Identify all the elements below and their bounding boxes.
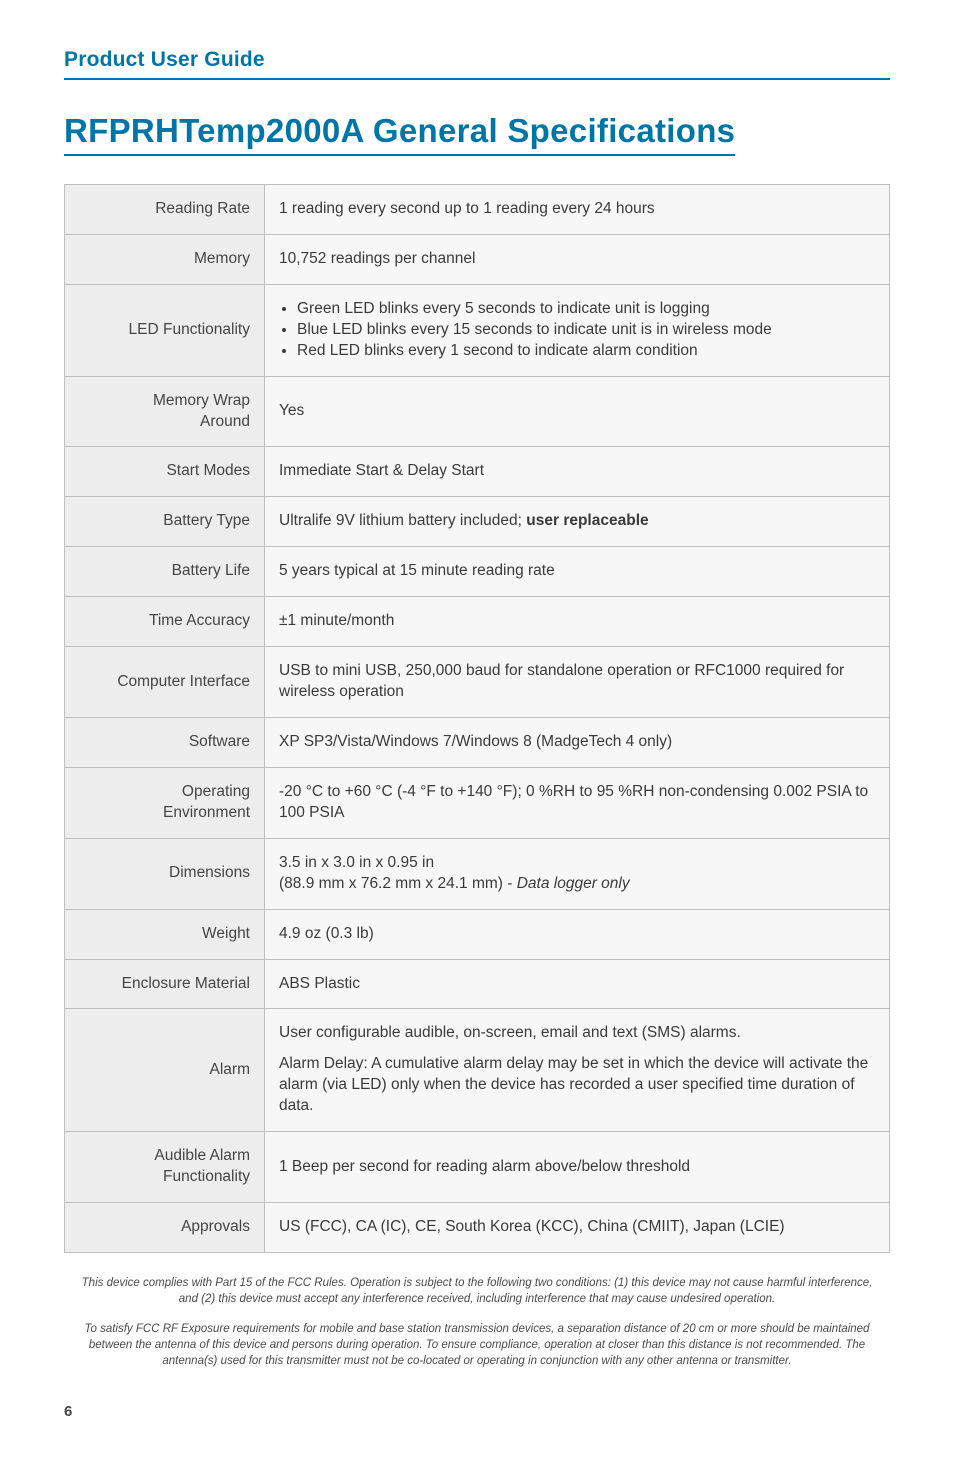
footnote-2: To satisfy FCC RF Exposure requirements … — [64, 1321, 890, 1369]
row-label: Software — [65, 717, 265, 767]
paragraph: Alarm Delay: A cumulative alarm delay ma… — [279, 1054, 877, 1117]
spec-table-body: Reading Rate1 reading every second up to… — [65, 185, 890, 1253]
row-label: Computer Interface — [65, 647, 265, 718]
row-value: US (FCC), CA (IC), CE, South Korea (KCC)… — [265, 1202, 890, 1252]
paragraph: User configurable audible, on-screen, em… — [279, 1023, 877, 1044]
table-row: Battery TypeUltralife 9V lithium battery… — [65, 497, 890, 547]
page-number: 6 — [64, 1403, 890, 1420]
table-row: Computer InterfaceUSB to mini USB, 250,0… — [65, 647, 890, 718]
row-label: Dimensions — [65, 838, 265, 909]
row-value: XP SP3/Vista/Windows 7/Windows 8 (MadgeT… — [265, 717, 890, 767]
row-label: Enclosure Material — [65, 959, 265, 1009]
row-label: LED Functionality — [65, 284, 265, 376]
bullet-item: Red LED blinks every 1 second to indicat… — [297, 341, 877, 362]
page-container: Product User Guide RFPRHTemp2000A Genera… — [0, 0, 954, 1460]
table-row: SoftwareXP SP3/Vista/Windows 7/Windows 8… — [65, 717, 890, 767]
row-value: 3.5 in x 3.0 in x 0.95 in(88.9 mm x 76.2… — [265, 838, 890, 909]
table-row: LED Functionality Green LED blinks every … — [65, 284, 890, 376]
table-row: Battery Life5 years typical at 15 minute… — [65, 547, 890, 597]
row-label: Reading Rate — [65, 185, 265, 235]
table-row: Memory WrapAroundYes — [65, 376, 890, 447]
table-row: Audible AlarmFunctionality1 Beep per sec… — [65, 1132, 890, 1203]
table-row: Start ModesImmediate Start & Delay Start — [65, 447, 890, 497]
table-row: Alarm User configurable audible, on-scree… — [65, 1009, 890, 1132]
running-head: Product User Guide — [64, 48, 890, 80]
row-label: Approvals — [65, 1202, 265, 1252]
table-row: Weight4.9 oz (0.3 lb) — [65, 909, 890, 959]
bullet-item: Green LED blinks every 5 seconds to indi… — [297, 299, 877, 320]
row-label: Alarm — [65, 1009, 265, 1132]
row-value: Ultralife 9V lithium battery included; u… — [265, 497, 890, 547]
row-label: Weight — [65, 909, 265, 959]
page-title: RFPRHTemp2000A General Specifications — [64, 112, 735, 156]
table-row: Enclosure MaterialABS Plastic — [65, 959, 890, 1009]
row-label: Audible AlarmFunctionality — [65, 1132, 265, 1203]
row-value: USB to mini USB, 250,000 baud for standa… — [265, 647, 890, 718]
row-value: 5 years typical at 15 minute reading rat… — [265, 547, 890, 597]
spec-table: Reading Rate1 reading every second up to… — [64, 184, 890, 1253]
row-label: Memory WrapAround — [65, 376, 265, 447]
row-value: 1 reading every second up to 1 reading e… — [265, 185, 890, 235]
row-label: Time Accuracy — [65, 597, 265, 647]
row-label: Battery Life — [65, 547, 265, 597]
bullet-list: Green LED blinks every 5 seconds to indi… — [279, 299, 877, 362]
table-row: OperatingEnvironment-20 °C to +60 °C (-4… — [65, 767, 890, 838]
row-label: OperatingEnvironment — [65, 767, 265, 838]
row-value: User configurable audible, on-screen, em… — [265, 1009, 890, 1132]
row-label: Start Modes — [65, 447, 265, 497]
row-label: Memory — [65, 234, 265, 284]
row-value: 10,752 readings per channel — [265, 234, 890, 284]
row-value: Immediate Start & Delay Start — [265, 447, 890, 497]
bullet-item: Blue LED blinks every 15 seconds to indi… — [297, 320, 877, 341]
table-row: ApprovalsUS (FCC), CA (IC), CE, South Ko… — [65, 1202, 890, 1252]
table-row: Memory10,752 readings per channel — [65, 234, 890, 284]
title-wrap: RFPRHTemp2000A General Specifications — [64, 112, 890, 184]
row-value: ±1 minute/month — [265, 597, 890, 647]
row-value: Green LED blinks every 5 seconds to indi… — [265, 284, 890, 376]
row-value: 1 Beep per second for reading alarm abov… — [265, 1132, 890, 1203]
footnote-1: This device complies with Part 15 of the… — [64, 1275, 890, 1307]
row-value: Yes — [265, 376, 890, 447]
row-value: -20 °C to +60 °C (-4 °F to +140 °F); 0 %… — [265, 767, 890, 838]
table-row: Time Accuracy±1 minute/month — [65, 597, 890, 647]
row-label: Battery Type — [65, 497, 265, 547]
table-row: Dimensions3.5 in x 3.0 in x 0.95 in(88.9… — [65, 838, 890, 909]
row-value: ABS Plastic — [265, 959, 890, 1009]
row-value: 4.9 oz (0.3 lb) — [265, 909, 890, 959]
table-row: Reading Rate1 reading every second up to… — [65, 185, 890, 235]
